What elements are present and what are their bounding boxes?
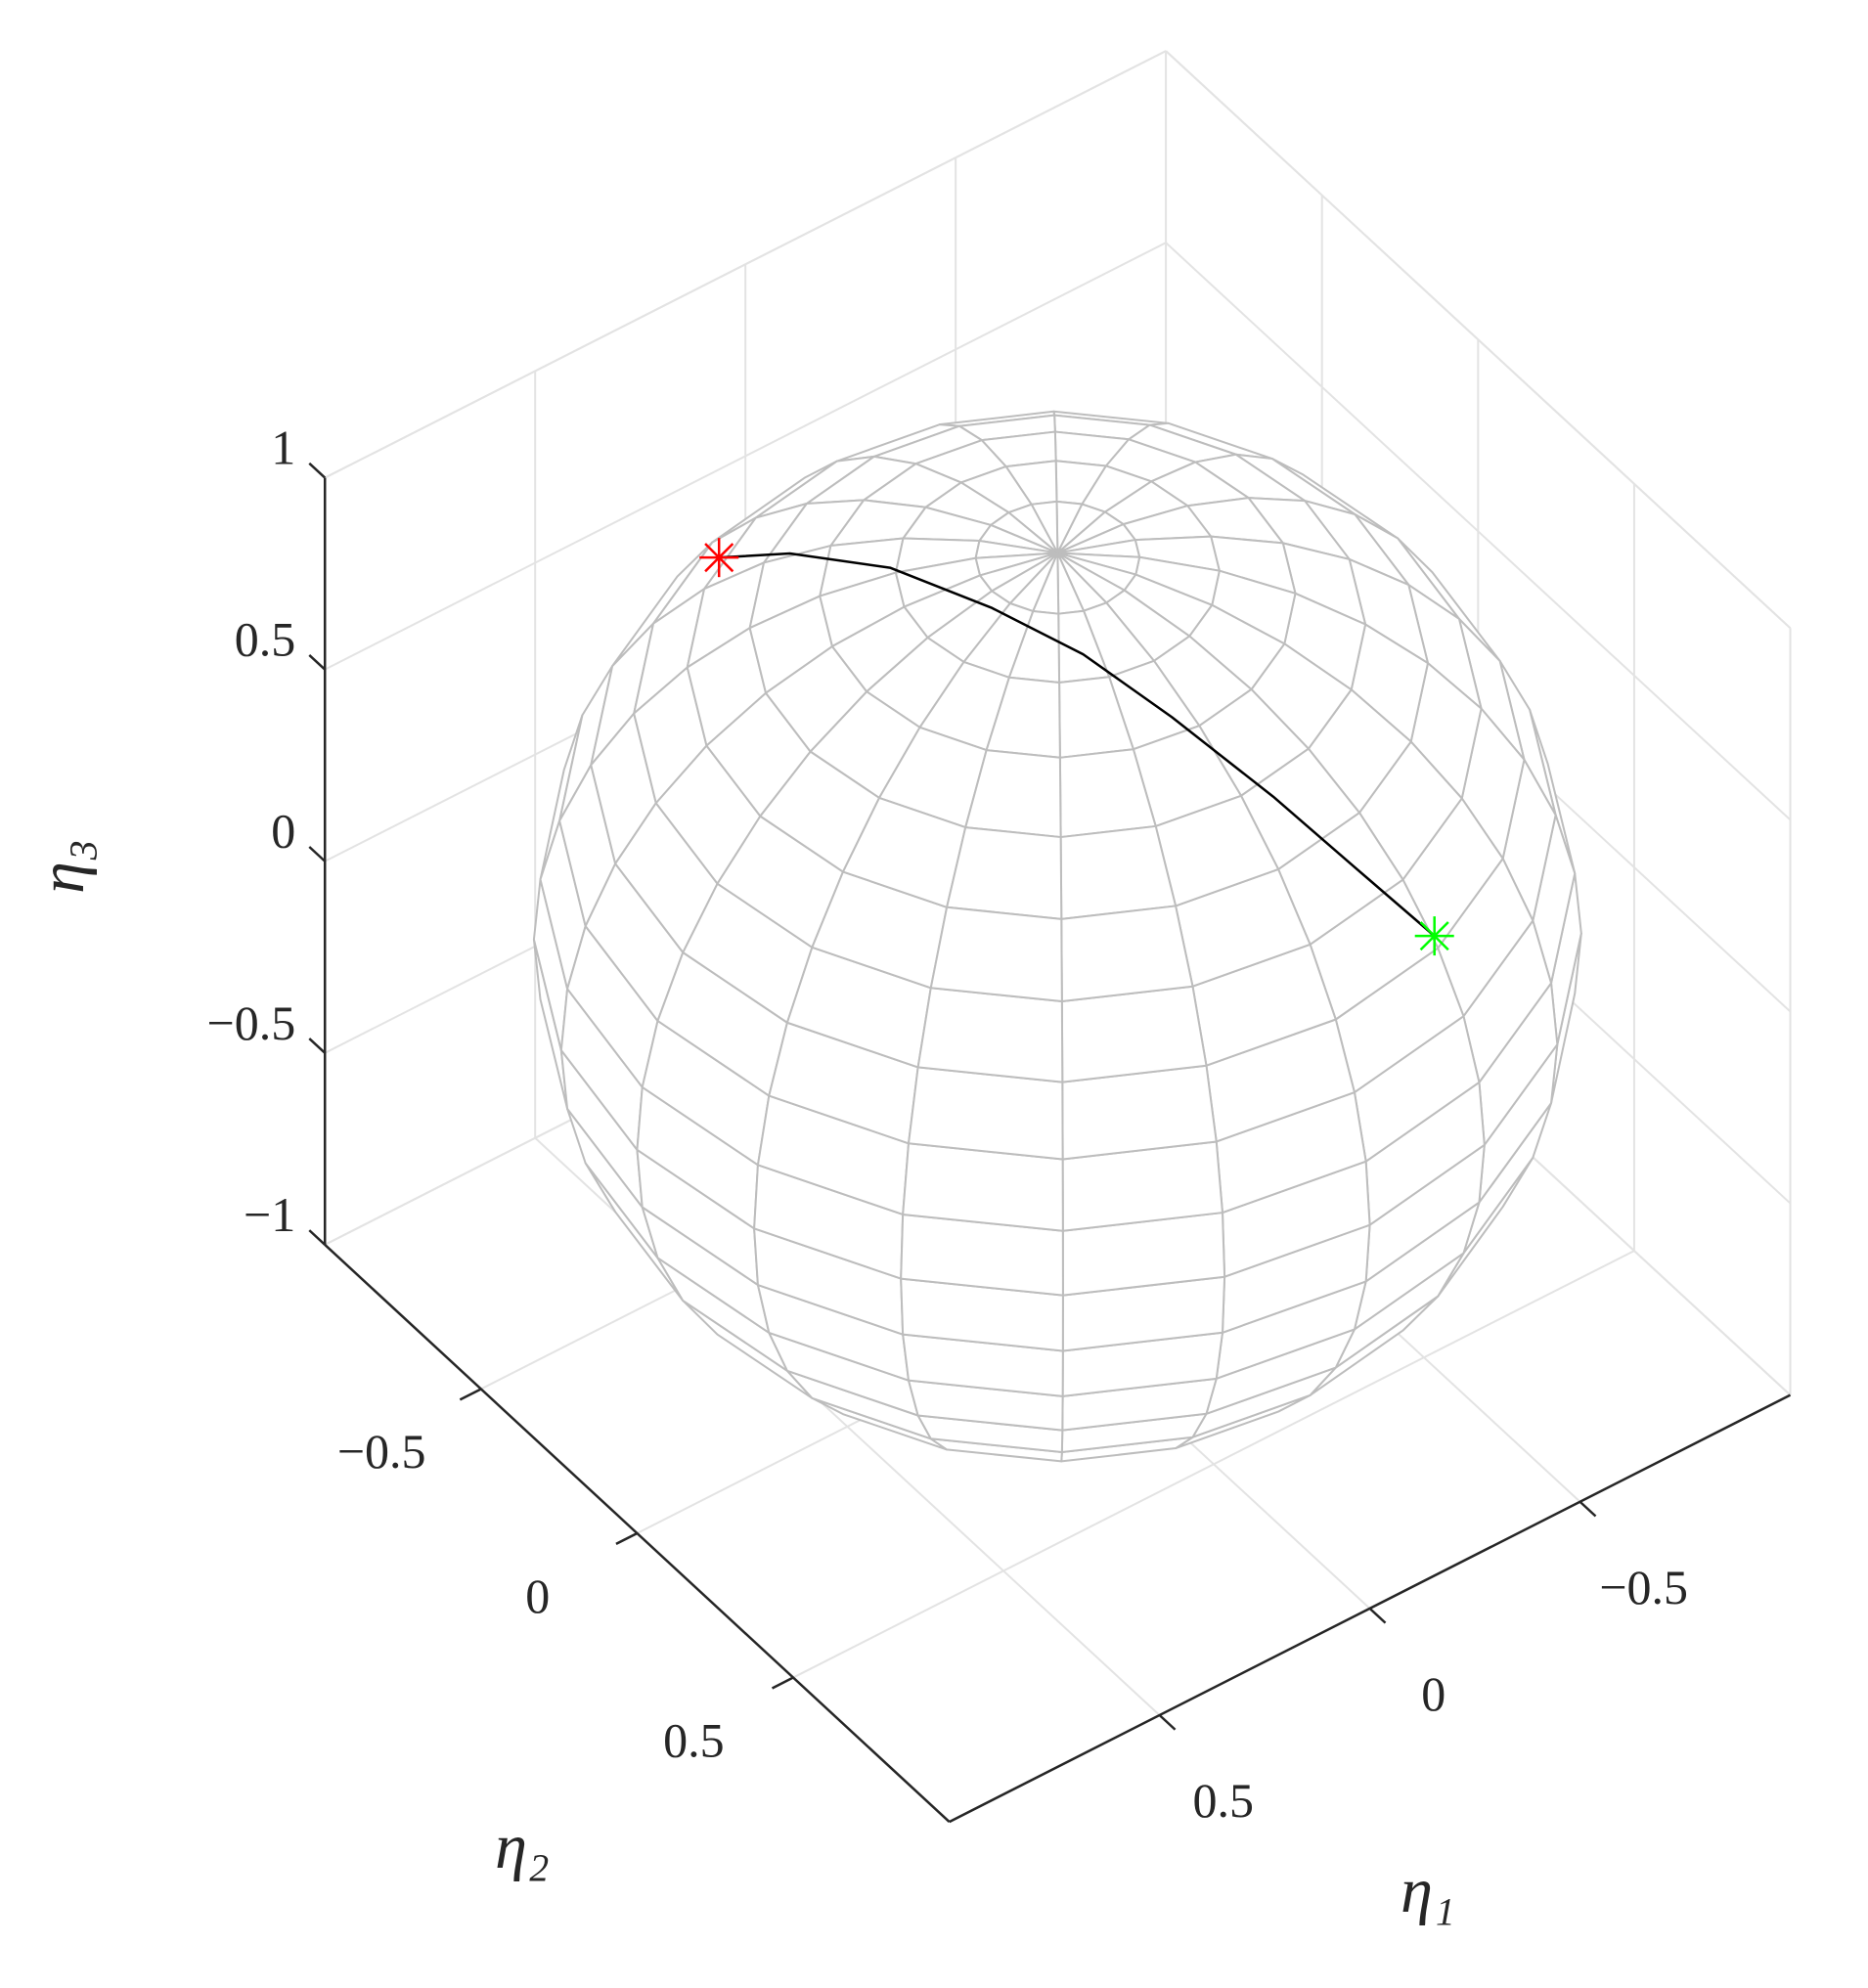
sphere-face	[1059, 824, 1178, 920]
grid-line	[324, 50, 1167, 479]
grid-line	[1165, 50, 1792, 630]
marker	[1414, 916, 1454, 956]
z-tick	[308, 653, 327, 671]
x-axis-title: η₁	[1401, 1855, 1455, 1926]
marker-arm	[704, 543, 734, 573]
y-tick	[615, 1531, 638, 1546]
z-tick	[308, 846, 327, 862]
z-axis-title: η₃	[26, 839, 98, 894]
z-tick	[308, 1229, 327, 1246]
sphere-face	[929, 906, 1063, 1003]
x-tick-label: 0	[1421, 1666, 1445, 1721]
plot-area	[699, 538, 1454, 956]
marker-arm	[1419, 921, 1449, 951]
z-tick-label: −0.5	[207, 995, 296, 1050]
sphere-face	[908, 1066, 1064, 1161]
sphere	[532, 410, 1582, 1463]
grid-line	[792, 1250, 1635, 1679]
z-tick	[308, 1038, 327, 1054]
z-tick-label: 0.5	[235, 612, 296, 667]
x-tick	[1368, 1607, 1387, 1624]
y-axis-title: η₂	[495, 1811, 550, 1882]
sphere-face	[1060, 905, 1194, 1003]
y-tick-label: 0	[525, 1568, 550, 1623]
z-tick-label: 1	[271, 420, 295, 475]
sphere-face	[946, 826, 1063, 920]
x-tick	[1579, 1500, 1597, 1518]
y-tick	[771, 1676, 794, 1690]
sphere-face	[916, 987, 1064, 1083]
z-tick	[308, 462, 327, 479]
marker	[699, 538, 739, 578]
x-tick-label: 0.5	[1193, 1773, 1255, 1828]
axes: −1 −0.5 0 0.5 1 −0.5 0 0.5 −0.5 0 0.5	[207, 420, 1792, 1828]
x-tick	[1158, 1714, 1177, 1731]
grid-line	[324, 242, 1167, 671]
x-tick-label: −0.5	[1599, 1560, 1688, 1614]
y-tick-label: −0.5	[337, 1424, 426, 1479]
grid-line	[1165, 242, 1792, 821]
y-tick	[459, 1388, 482, 1401]
z-tick-label: 0	[271, 804, 295, 859]
sphere-face	[1060, 985, 1208, 1083]
trajectory	[719, 552, 1436, 938]
z-tick-label: −1	[244, 1187, 295, 1242]
y-tick-label: 0.5	[663, 1712, 725, 1767]
